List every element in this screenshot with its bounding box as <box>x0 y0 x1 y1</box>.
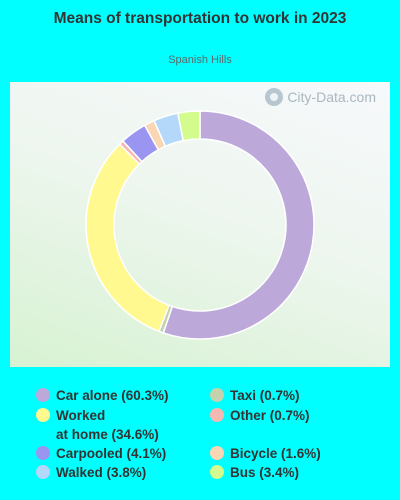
legend-swatch <box>210 446 224 460</box>
watermark-text: City-Data.com <box>287 89 376 105</box>
legend-swatch <box>210 408 224 422</box>
donut-slice-bus <box>176 110 201 142</box>
legend-item-walked: Walked (3.8%) <box>36 463 146 482</box>
legend-swatch <box>210 388 224 402</box>
legend-item-taxi: Taxi (0.7%) <box>210 386 300 405</box>
donut-chart <box>85 110 315 340</box>
legend-item-car-alone: Car alone (60.3%) <box>36 386 169 405</box>
legend-swatch <box>36 408 50 422</box>
legend-label: Worked at home (34.6%) <box>56 408 159 442</box>
legend-label: Car alone (60.3%) <box>56 388 169 403</box>
plot-area: City-Data.com <box>10 82 390 367</box>
legend-label: Walked (3.8%) <box>56 465 147 480</box>
legend-swatch <box>36 465 50 479</box>
donut-slice-car-alone <box>162 110 315 340</box>
city-data-logo-icon <box>265 88 284 106</box>
legend-item-other: Other (0.7%) <box>210 406 310 425</box>
chart-title: Means of transportation to work in 2023 <box>53 10 347 27</box>
legend-label: Carpooled (4.1%) <box>56 446 167 461</box>
donut-slice-worked-at-home <box>85 143 171 333</box>
legend-swatch <box>36 446 50 460</box>
legend-label: Bus (3.4%) <box>230 465 300 480</box>
legend-label: Other (0.7%) <box>230 408 310 423</box>
chart-subtitle: Spanish Hills <box>168 54 232 66</box>
legend-item-bus: Bus (3.4%) <box>210 463 299 482</box>
legend-item-worked-at-home: Worked at home (34.6%) <box>36 406 159 444</box>
legend-label: Bicycle (1.6%) <box>230 446 321 461</box>
legend-swatch <box>210 465 224 479</box>
legend-label: Taxi (0.7%) <box>230 388 300 403</box>
watermark: City-Data.com <box>265 88 376 106</box>
legend-swatch <box>36 388 50 402</box>
legend-item-bicycle: Bicycle (1.6%) <box>210 444 321 463</box>
legend-item-carpooled: Carpooled (4.1%) <box>36 444 166 463</box>
